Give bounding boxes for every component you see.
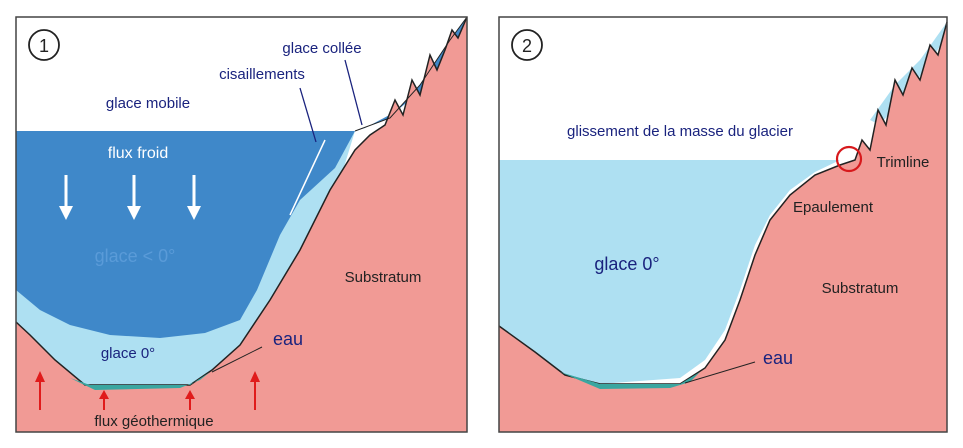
panel-1-frame (15, 16, 468, 433)
cold-flux-arrow (187, 175, 201, 220)
panel-1-glace-mobile-layer (16, 131, 355, 338)
label-eau-2: eau (763, 348, 793, 368)
geothermal-arrow (99, 390, 109, 410)
label-flux-geothermique: flux géothermique (94, 413, 213, 430)
panel-2-frame (498, 16, 948, 433)
label-flux-froid: flux froid (108, 145, 168, 162)
panel-2-water (560, 372, 700, 389)
panel-1-number-badge: 1 (28, 29, 60, 61)
panel-2-substratum (499, 22, 947, 432)
panel-1-cisaillements-pointer (299, 87, 317, 143)
panel-1-glace-collee-pointer (344, 59, 363, 126)
label-substratum: Substratum (345, 269, 422, 286)
cold-flux-arrow (59, 175, 73, 220)
label-glace-collee: glace collée (282, 40, 361, 57)
panel-1-substratum (16, 17, 467, 432)
panel-2: 2 glissement de la masse du glacier Trim… (498, 16, 948, 433)
label-trimline: Trimline (877, 154, 930, 171)
panel-1-cold-flux-arrows (59, 175, 201, 220)
label-epaulement: Epaulement (793, 199, 874, 216)
label-glace-negative: glace < 0° (95, 246, 176, 266)
panel-2-eau-pointer (684, 361, 756, 384)
geothermal-arrow (35, 371, 45, 410)
panel-2-remnant-ice (870, 22, 947, 125)
panel-2-glace-zero-layer (499, 160, 840, 384)
geothermal-arrow (250, 371, 260, 410)
panel-1-shear-line (289, 139, 326, 216)
label-eau: eau (273, 329, 303, 349)
panel-1-eau-pointer (211, 346, 263, 373)
trimline-marker-circle (835, 145, 863, 173)
label-glace-mobile: glace mobile (106, 95, 190, 112)
geothermal-arrow (185, 390, 195, 410)
cold-flux-arrow (127, 175, 141, 220)
panel-1-number: 1 (39, 36, 49, 56)
label-substratum-2: Substratum (822, 280, 899, 297)
label-glace-zero-2: glace 0° (594, 254, 659, 274)
label-cisaillements: cisaillements (219, 66, 305, 83)
panel-2-number-badge: 2 (511, 29, 543, 61)
label-glace-zero: glace 0° (101, 345, 155, 362)
panel-1: 1 glace collée cisaillements glace mobil… (15, 16, 468, 433)
panel-2-number: 2 (522, 36, 532, 56)
panel-1-water (70, 372, 210, 390)
panel-1-geothermal-arrows (35, 371, 260, 410)
label-glissement: glissement de la masse du glacier (567, 123, 793, 140)
panel-1-ice-surface-line (354, 16, 468, 132)
